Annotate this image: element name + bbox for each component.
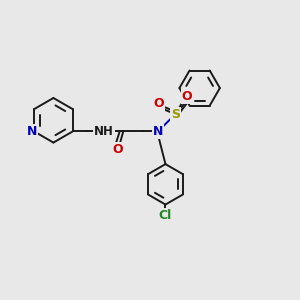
Text: S: S — [171, 108, 180, 121]
Text: Cl: Cl — [159, 209, 172, 222]
Text: N: N — [26, 125, 37, 138]
Text: O: O — [154, 97, 164, 110]
Text: O: O — [112, 143, 123, 156]
Text: N: N — [153, 125, 163, 138]
Text: NH: NH — [94, 125, 114, 138]
Text: O: O — [182, 90, 193, 103]
